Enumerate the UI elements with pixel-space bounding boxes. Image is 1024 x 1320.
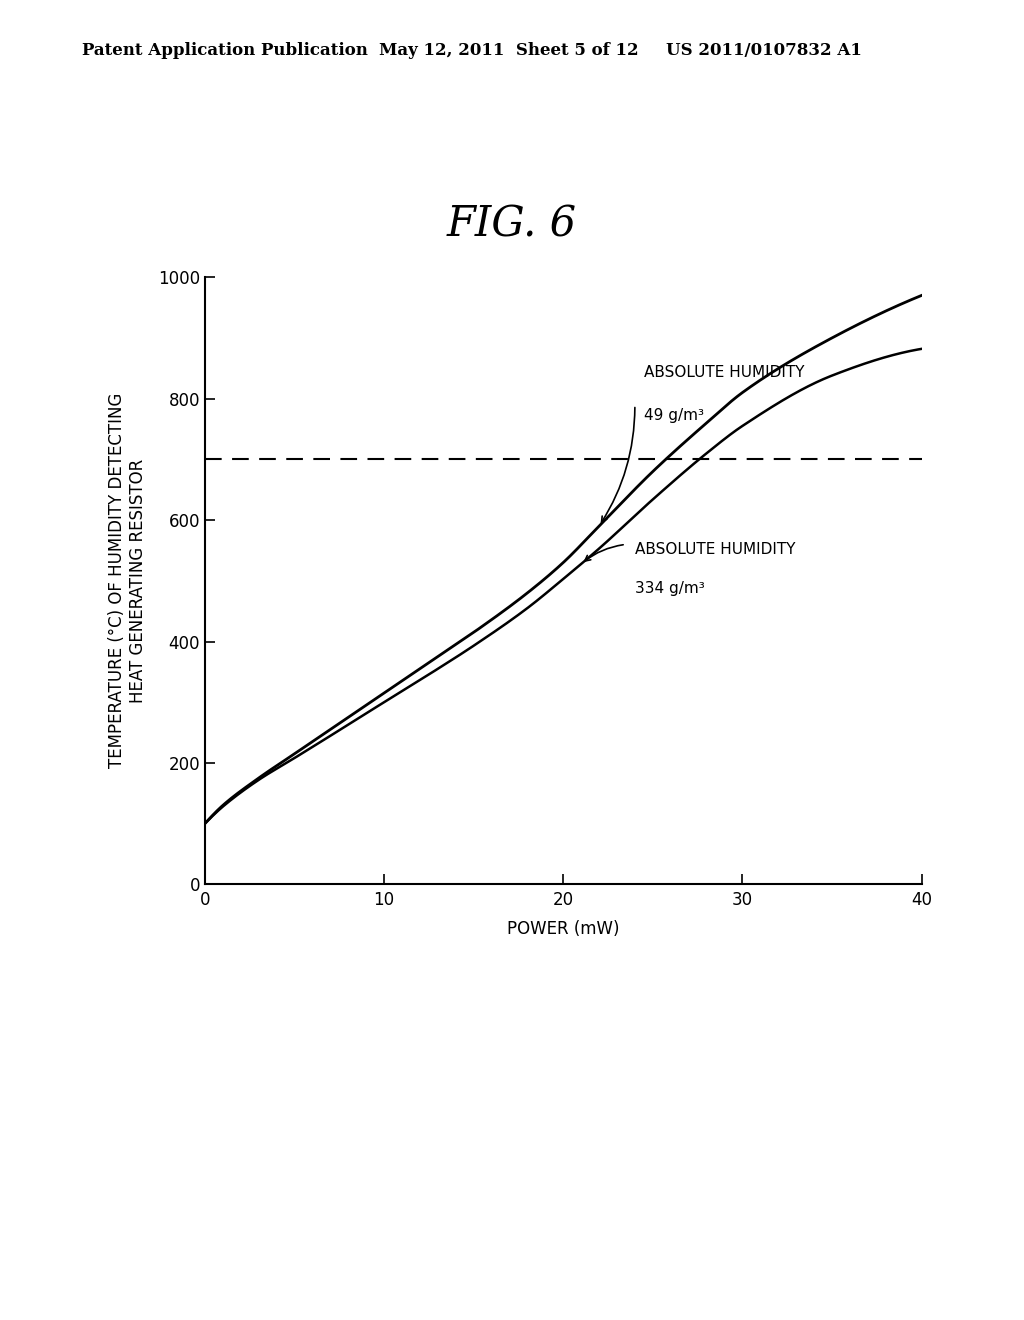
Text: Patent Application Publication: Patent Application Publication [82,42,368,59]
Text: ABSOLUTE HUMIDITY: ABSOLUTE HUMIDITY [644,366,804,380]
Y-axis label: TEMPERATURE (°C) OF HUMIDITY DETECTING
HEAT GENERATING RESISTOR: TEMPERATURE (°C) OF HUMIDITY DETECTING H… [108,393,146,768]
Text: FIG. 6: FIG. 6 [446,203,578,246]
Text: May 12, 2011  Sheet 5 of 12: May 12, 2011 Sheet 5 of 12 [379,42,639,59]
Text: 49 g/m³: 49 g/m³ [644,408,703,422]
X-axis label: POWER (mW): POWER (mW) [507,920,620,939]
Text: ABSOLUTE HUMIDITY: ABSOLUTE HUMIDITY [635,541,796,557]
Text: US 2011/0107832 A1: US 2011/0107832 A1 [666,42,861,59]
Text: 334 g/m³: 334 g/m³ [635,581,705,595]
